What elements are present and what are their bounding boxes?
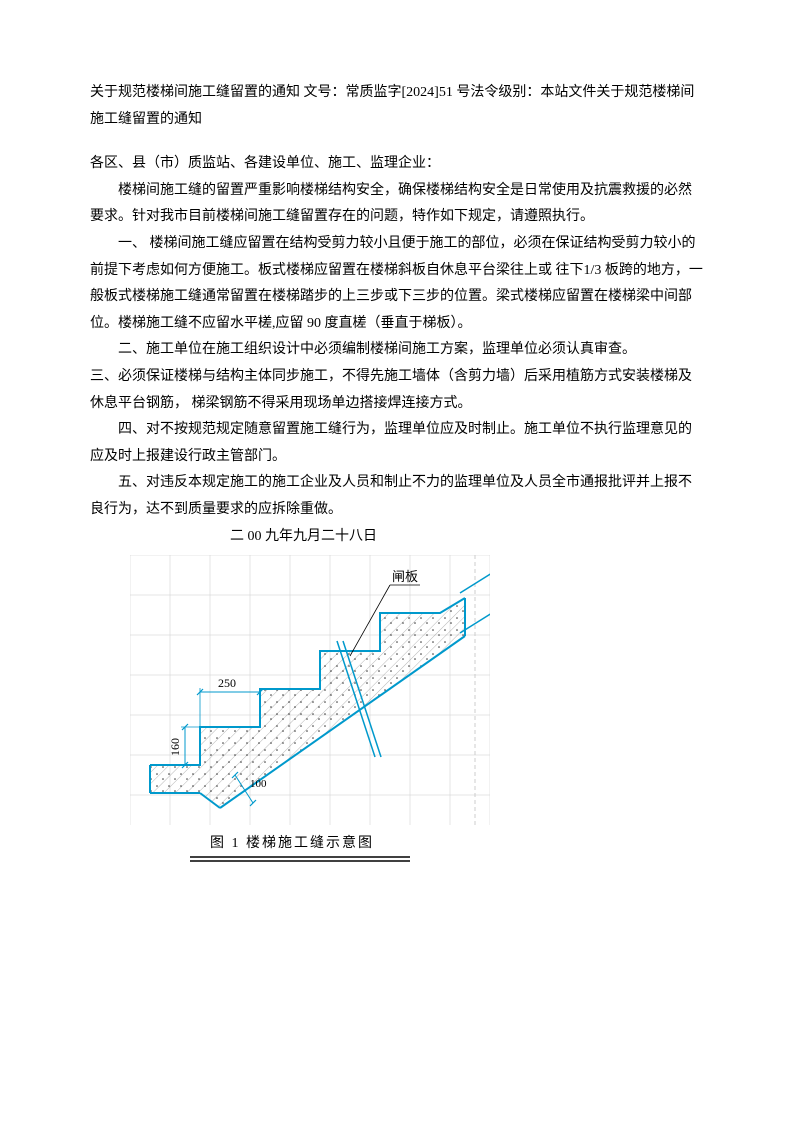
paragraph-5: 四、对不按规范规定随意留置施工缝行为，监理单位应及时制止。施工单位不执行监理意见… bbox=[90, 417, 703, 470]
document-date: 二 00 九年九月二十八日 bbox=[90, 524, 703, 551]
addressee: 各区、县（市）质监站、各建设单位、施工、监理企业： bbox=[90, 151, 703, 178]
svg-text:图 1 楼梯施工缝示意图: 图 1 楼梯施工缝示意图 bbox=[210, 834, 374, 851]
header-text: 关于规范楼梯间施工缝留置的通知 文号：常质监字[2024]51 号法令级别：本站… bbox=[90, 85, 694, 127]
paragraph-3: 二、施工单位在施工组织设计中必须编制楼梯间施工方案，监理单位必须认真审查。 bbox=[90, 337, 703, 364]
svg-text:250: 250 bbox=[218, 676, 236, 690]
svg-text:闸板: 闸板 bbox=[392, 569, 418, 584]
paragraph-4: 三、必须保证楼梯与结构主体同步施工，不得先施工墙体（含剪力墙）后采用植筋方式安装… bbox=[90, 364, 703, 417]
svg-text:100: 100 bbox=[250, 778, 267, 790]
paragraph-6: 五、对违反本规定施工的施工企业及人员和制止不力的监理单位及人员全市通报批评并上报… bbox=[90, 470, 703, 523]
paragraph-1: 楼梯间施工缝的留置严重影响楼梯结构安全，确保楼梯结构安全是日常使用及抗震救援的必… bbox=[90, 178, 703, 231]
svg-text:160: 160 bbox=[168, 738, 182, 756]
stair-diagram: 闸板 250 160 100 图 1 楼梯施工缝示意图 bbox=[130, 555, 703, 875]
stair-svg: 闸板 250 160 100 图 1 楼梯施工缝示意图 bbox=[130, 555, 490, 875]
document-header: 关于规范楼梯间施工缝留置的通知 文号：常质监字[2024]51 号法令级别：本站… bbox=[90, 80, 703, 133]
paragraph-2: 一、 楼梯间施工缝应留置在结构受剪力较小且便于施工的部位，必须在保证结构受剪力较… bbox=[90, 231, 703, 337]
